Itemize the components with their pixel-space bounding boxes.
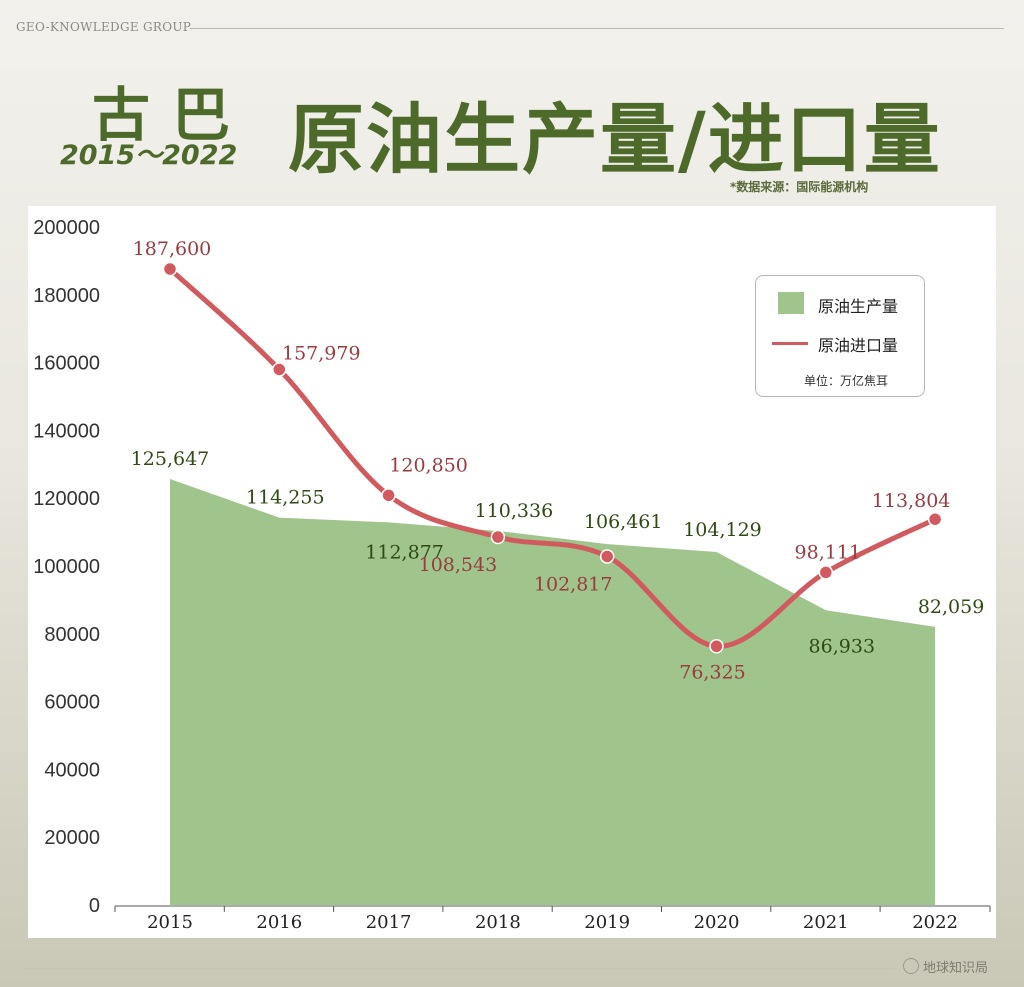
imports-point: [272, 362, 287, 377]
x-tick-label: 2022: [912, 912, 958, 933]
y-tick-label: 160000: [33, 353, 100, 375]
imports-data-label: 102,817: [534, 573, 613, 595]
title-country: 古巴: [92, 81, 253, 149]
imports-data-label: 120,850: [389, 454, 468, 476]
x-tick-label: 2016: [256, 912, 302, 933]
chart-legend: 原油生产量 原油进口量 单位：万亿焦耳: [755, 275, 925, 397]
production-data-label: 106,461: [584, 511, 663, 533]
y-tick-label: 140000: [33, 420, 100, 442]
imports-point: [599, 549, 615, 564]
imports-point: [927, 511, 943, 527]
legend-unit: 单位：万亿焦耳: [804, 374, 889, 388]
legend-swatch-imports: [772, 342, 808, 345]
imports-data-label: 98,111: [795, 541, 861, 563]
chart-title: 原油生产量/进口量: [288, 95, 942, 184]
footer-brand-label: 地球知识局: [923, 961, 989, 976]
x-tick-label: 2015: [147, 912, 193, 933]
y-tick-label: 100000: [33, 556, 100, 578]
x-tick-label: 2017: [366, 912, 412, 933]
y-tick-label: 60000: [44, 692, 100, 714]
production-data-label: 125,647: [131, 448, 210, 470]
x-tick-label: 2019: [584, 912, 630, 933]
imports-point: [490, 529, 506, 545]
legend-label-imports: 原油进口量: [818, 336, 899, 355]
y-tick-label: 40000: [44, 759, 100, 781]
brand-logo-icon: [903, 958, 919, 974]
legend-swatch-production: [778, 292, 804, 314]
production-data-label: 110,336: [475, 500, 554, 522]
footer-rule: [20, 968, 894, 969]
legend-label-production: 原油生产量: [818, 297, 899, 316]
imports-point: [818, 565, 834, 580]
production-data-label: 104,129: [683, 519, 762, 541]
production-data-label: 86,933: [809, 635, 875, 657]
imports-point: [162, 261, 178, 277]
production-area: [170, 479, 936, 905]
imports-data-label: 108,543: [419, 554, 498, 576]
data-source-note: *数据来源：国际能源机构: [730, 180, 869, 194]
imports-data-label: 187,600: [133, 238, 212, 260]
imports-data-label: 113,804: [872, 490, 951, 512]
x-tick-label: 2018: [475, 912, 521, 933]
y-tick-label: 20000: [44, 827, 100, 849]
imports-point: [709, 639, 724, 654]
y-tick-label: 0: [89, 895, 100, 917]
production-data-label: 114,255: [246, 487, 325, 509]
y-tick-label: 180000: [33, 285, 100, 307]
production-data-label: 82,059: [918, 596, 984, 618]
x-tick-label: 2021: [803, 912, 849, 933]
header-rule: [190, 28, 1004, 29]
y-tick-label: 120000: [33, 488, 100, 510]
imports-data-label: 157,979: [282, 342, 361, 364]
title-years: 2015～2022: [60, 140, 238, 171]
y-tick-label: 200000: [33, 217, 100, 239]
imports-point: [381, 488, 396, 503]
brand-label: GEO-KNOWLEDGE GROUP: [16, 20, 192, 34]
x-tick-label: 2020: [694, 912, 740, 933]
footer-brand: 地球知识局: [903, 957, 988, 976]
imports-line: [167, 266, 938, 649]
imports-data-label: 76,325: [679, 661, 745, 683]
production-data-label: 112,877: [365, 541, 444, 563]
y-tick-label: 80000: [44, 624, 100, 646]
